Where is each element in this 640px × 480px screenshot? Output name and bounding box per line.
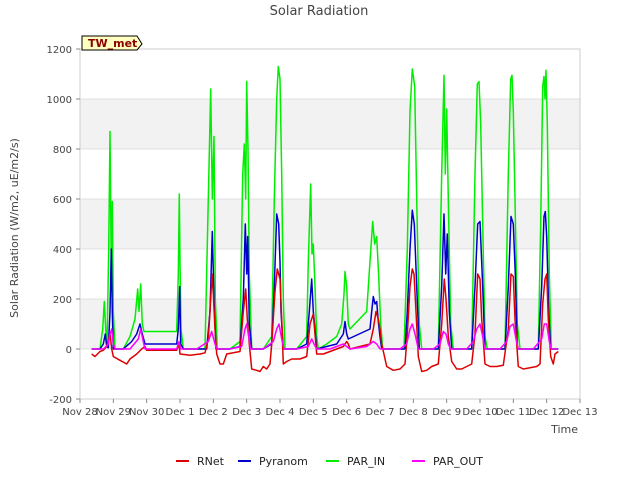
x-tick-label: Dec 9 (432, 407, 461, 418)
y-tick-label: 800 (53, 145, 72, 156)
legend-label-par-in: PAR_IN (347, 455, 385, 468)
legend-label-par-out: PAR_OUT (433, 455, 483, 468)
plot-area-frame (79, 48, 581, 400)
y-tick-label: 0 (66, 345, 72, 356)
x-tick-label: Dec 3 (232, 407, 261, 418)
station-badge-box (81, 35, 143, 51)
x-tick-label: Dec 6 (332, 407, 361, 418)
x-tick-label: Dec 5 (299, 407, 328, 418)
legend: RNet Pyranom PAR_IN PAR_OUT (176, 455, 483, 468)
station-badge-label: TW_met (88, 37, 137, 50)
series-line-rnet (91, 268, 559, 373)
x-tick-label: Dec 2 (199, 407, 228, 418)
legend-label-rnet: RNet (197, 455, 225, 468)
chart-title: Solar Radiation (270, 4, 369, 19)
x-tick-label: Dec 7 (366, 407, 395, 418)
background-band (80, 199, 580, 249)
y-tick-label: -200 (49, 395, 72, 406)
data-series-group (91, 65, 559, 373)
series-line-pyranom (91, 209, 559, 350)
station-badge: TW_met (81, 35, 143, 51)
y-tick-label: 600 (53, 195, 72, 206)
y-tick-label: 200 (53, 295, 72, 306)
x-tick-label: Nov 30 (129, 407, 164, 418)
background-band (80, 99, 580, 149)
x-axis-label: Time (550, 423, 578, 436)
x-tick-label: Dec 1 (166, 407, 195, 418)
x-tick-label: Dec 8 (399, 407, 428, 418)
y-tick-label: 400 (53, 245, 72, 256)
x-tick-label: Dec 13 (562, 407, 597, 418)
x-tick-label: Dec 4 (266, 407, 295, 418)
y-tick-label: 1200 (47, 45, 72, 56)
x-tick-label: Nov 29 (96, 407, 131, 418)
x-tick-label: Dec 12 (529, 407, 564, 418)
y-axis-ticks: -200 0 200 400 600 800 1000 1200 (47, 45, 80, 406)
series-line-par-out (91, 323, 559, 350)
x-tick-label: Nov 28 (62, 407, 97, 418)
x-tick-label: Dec 10 (462, 407, 497, 418)
series-line-par-in (91, 65, 559, 350)
legend-label-pyranom: Pyranom (259, 455, 308, 468)
plot-background-bands (80, 99, 580, 349)
x-tick-label: Dec 11 (496, 407, 531, 418)
y-tick-label: 1000 (47, 95, 72, 106)
y-axis-label: Solar Radiation (W/m2, uE/m2/s) (8, 138, 21, 318)
